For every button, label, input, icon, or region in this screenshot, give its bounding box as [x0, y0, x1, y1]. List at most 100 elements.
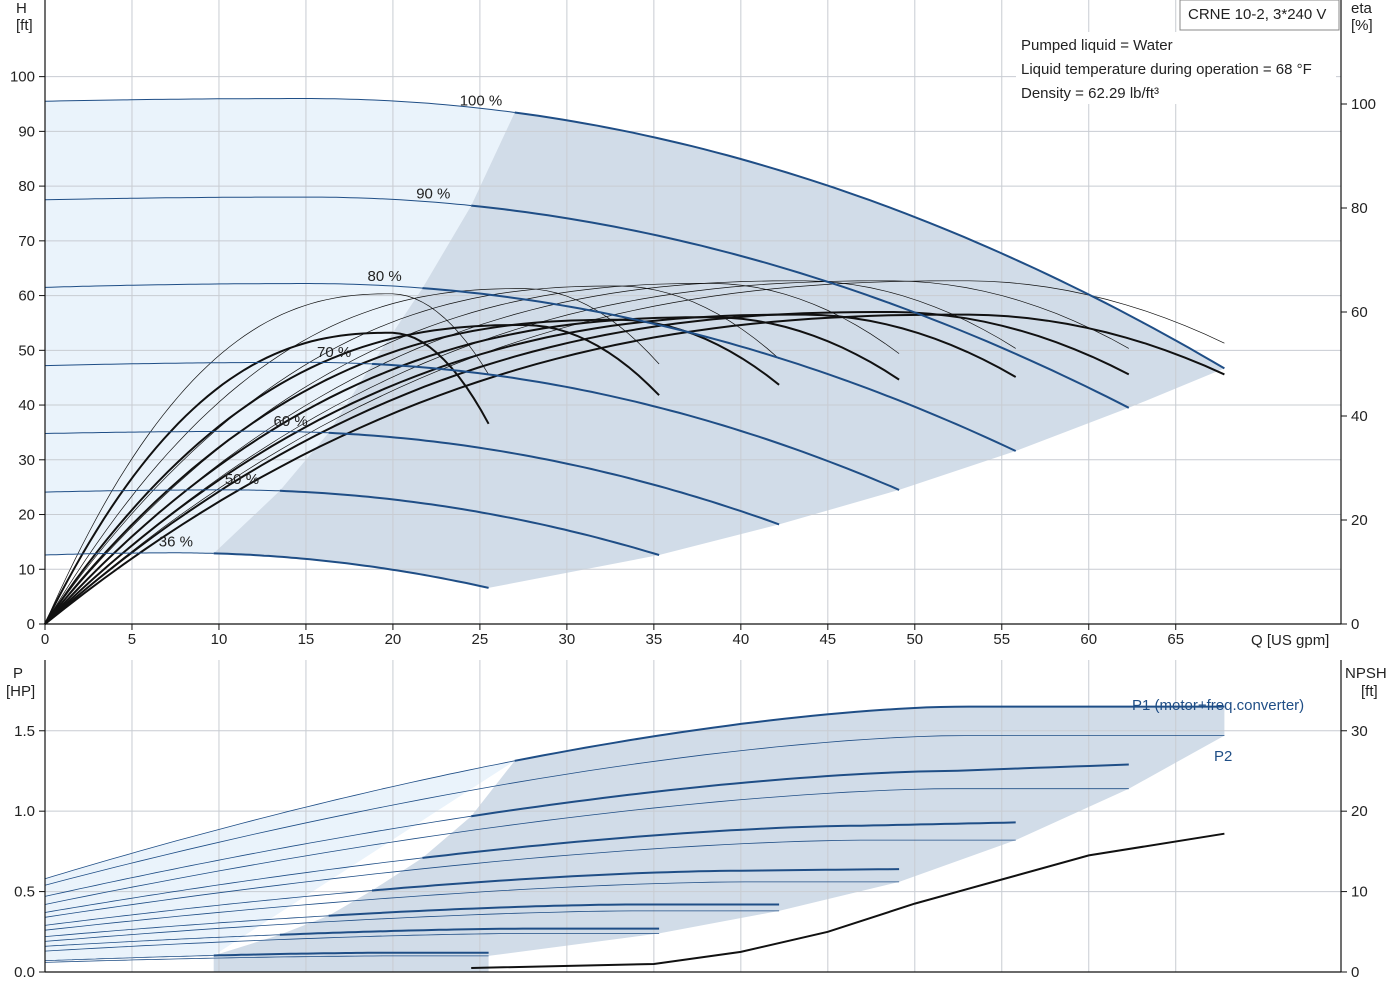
efficiency-curve-5 [44, 313, 1017, 625]
head-axis-unit: [ft] [16, 17, 33, 34]
p1-curve-4 [371, 868, 900, 892]
speed-labels: 100 % 90 % 80 % 70 % 60 % 50 % 36 % [159, 92, 502, 550]
eta-tick-label: 100 [1351, 96, 1376, 113]
npsh-axis-unit: [ft] [1361, 683, 1378, 700]
p1-curve-5 [328, 903, 780, 917]
head-curve-1 [514, 111, 1225, 370]
head-axis-label: H [16, 0, 27, 17]
head-curve-2 [471, 204, 1130, 409]
efficiency-curve-10 [44, 285, 780, 625]
head-tick-label: 10 [18, 561, 35, 578]
power-tick-label: 1.5 [14, 723, 35, 740]
head-curve-lowflow-1 [44, 98, 515, 113]
eta-axis-unit: [%] [1351, 17, 1373, 34]
head-curves [44, 98, 1225, 589]
p2-curve-6 [44, 933, 660, 952]
flow-tick-label: 0 [41, 631, 49, 648]
conditions-legend: Pumped liquid = Water Liquid temperature… [1016, 32, 1336, 104]
p1-curve-lowflow-6 [44, 934, 280, 947]
efficiency-curve-12 [44, 288, 660, 625]
head-tick-label: 90 [18, 123, 35, 140]
head-tick-label: 20 [18, 507, 35, 524]
head-curve-4 [371, 362, 900, 491]
eta-tick-label: 20 [1351, 512, 1368, 529]
product-label: CRNE 10-2, 3*240 V [1188, 6, 1326, 23]
product-label-box: CRNE 10-2, 3*240 V [1179, 0, 1340, 31]
power-axis-unit: [HP] [6, 683, 35, 700]
flow-tick-label: 45 [819, 631, 836, 648]
head-tick-label: 70 [18, 233, 35, 250]
speed-label-2: 90 % [416, 186, 450, 203]
flow-tick-label: 15 [298, 631, 315, 648]
head-curve-3 [422, 287, 1017, 452]
p1-curve-lowflow-5 [44, 915, 329, 937]
power-operating-region [45, 706, 1225, 972]
flow-tick-label: 5 [128, 631, 136, 648]
p1-series-label: P1 (motor+freq.converter) [1132, 697, 1304, 714]
head-curve-lowflow-2 [44, 196, 472, 207]
flow-tick-label: 50 [906, 631, 923, 648]
condition-density: Density = 62.29 lb/ft³ [1021, 85, 1159, 102]
head-curve-lowflow-4 [44, 361, 373, 367]
eta-tick-label: 60 [1351, 304, 1368, 321]
npsh-curve [471, 832, 1225, 969]
flow-tick-label: 55 [993, 631, 1010, 648]
p2-curve-5 [44, 910, 780, 942]
p1-curve-lowflow-7 [44, 955, 214, 962]
head-tick-label: 50 [18, 342, 35, 359]
efficiency-curve-11 [44, 324, 660, 625]
head-tick-label: 40 [18, 397, 35, 414]
speed-label-6: 50 % [225, 471, 259, 488]
power-axes: 0.0 0.5 1.0 1.5 0 10 20 30 [14, 660, 1368, 981]
p1-curve-7 [213, 951, 489, 957]
flow-tick-label: 10 [211, 631, 228, 648]
head-curve-6 [279, 489, 660, 556]
flow-tick-label: 65 [1167, 631, 1184, 648]
npsh-tick-label: 30 [1351, 723, 1368, 740]
head-tick-label: 0 [27, 616, 35, 633]
efficiency-curve-8 [44, 283, 900, 625]
head-curve-lowflow-3 [44, 283, 423, 289]
efficiency-curve-14 [44, 293, 489, 625]
p2-curve-7 [44, 955, 489, 963]
head-axes: 0 10 20 30 40 50 60 70 80 90 100 0 20 40 60 80 100 0 5 10 15… [10, 0, 1376, 648]
power-axis-label: P [13, 665, 23, 682]
npsh-curve-line [471, 832, 1225, 969]
condition-temperature: Liquid temperature during operation = 68… [1021, 61, 1312, 78]
p2-curve-1 [44, 735, 1225, 886]
flow-tick-label: 25 [472, 631, 489, 648]
p1-curve-lowflow-1 [44, 760, 515, 880]
head-curve-lowflow-5 [44, 430, 329, 434]
head-curve-lowflow-6 [44, 489, 280, 493]
power-tick-label: 0.0 [14, 964, 35, 981]
speed-label-1: 100 % [460, 92, 503, 109]
head-tick-label: 80 [18, 178, 35, 195]
head-tick-label: 30 [18, 452, 35, 469]
power-tick-label: 0.5 [14, 884, 35, 901]
npsh-tick-label: 0 [1351, 964, 1359, 981]
npsh-axis-label: NPSH [1345, 665, 1387, 682]
p1-curve-3 [422, 821, 1016, 859]
p2-curve-4 [44, 881, 900, 931]
p1-curve-lowflow-2 [44, 815, 472, 897]
head-curve-7 [213, 552, 489, 589]
p1-curve-lowflow-3 [44, 857, 423, 913]
flow-axis-label: Q [US gpm] [1251, 632, 1329, 649]
head-tick-label: 100 [10, 69, 35, 86]
flow-tick-label: 20 [385, 631, 402, 648]
power-grid [45, 660, 1341, 972]
flow-tick-label: 35 [646, 631, 663, 648]
head-curve-lowflow-7 [44, 552, 214, 556]
efficiency-curve-13 [44, 331, 490, 625]
p1-curve-1 [514, 705, 1225, 762]
speed-label-5: 60 % [274, 413, 308, 430]
p1-curve-6 [279, 927, 660, 936]
p1-curve-lowflow-4 [44, 890, 373, 926]
flow-tick-label: 30 [559, 631, 576, 648]
condition-liquid: Pumped liquid = Water [1021, 37, 1173, 54]
npsh-tick-label: 10 [1351, 884, 1368, 901]
eta-tick-label: 0 [1351, 616, 1359, 633]
eta-tick-label: 80 [1351, 200, 1368, 217]
flow-tick-label: 60 [1080, 631, 1097, 648]
